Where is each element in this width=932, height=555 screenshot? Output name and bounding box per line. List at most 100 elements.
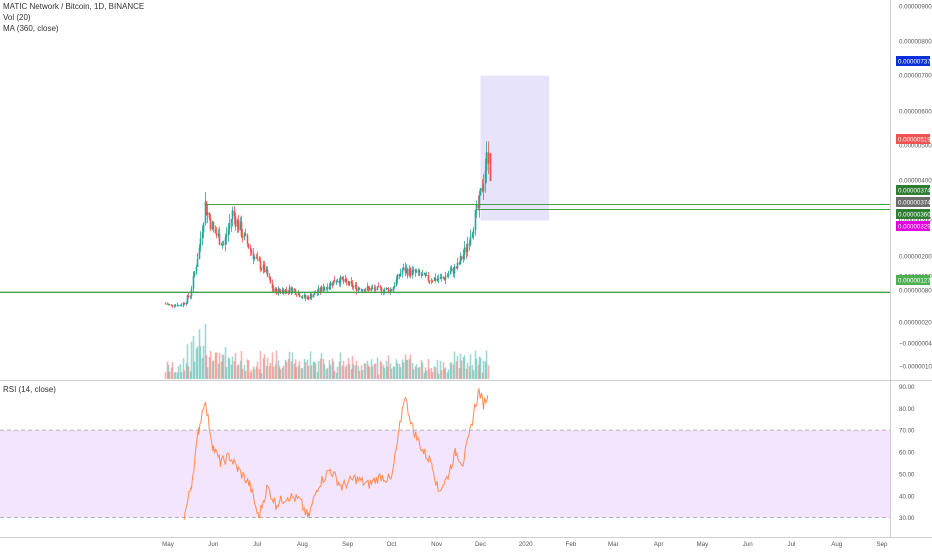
candle-body[interactable] [322, 286, 325, 291]
candle-body[interactable] [319, 288, 322, 292]
candle-body[interactable] [360, 289, 363, 291]
candle-body[interactable] [239, 221, 242, 231]
candle-body[interactable] [336, 280, 339, 282]
candle-body[interactable] [406, 269, 409, 276]
candle-body[interactable] [446, 275, 449, 277]
candle-body[interactable] [265, 269, 268, 273]
candle-body[interactable] [199, 238, 202, 248]
candle-body[interactable] [328, 286, 331, 290]
candle-body[interactable] [341, 276, 344, 280]
candle-body[interactable] [266, 269, 269, 277]
candle-body[interactable] [231, 210, 234, 220]
candle-body[interactable] [393, 285, 396, 288]
candle-body[interactable] [447, 274, 450, 276]
candle-body[interactable] [352, 286, 355, 288]
candle-body[interactable] [317, 288, 320, 293]
candle-body[interactable] [182, 303, 185, 306]
candle-body[interactable] [376, 286, 379, 291]
candle-body[interactable] [209, 217, 212, 230]
candle-body[interactable] [187, 295, 190, 297]
candle-body[interactable] [201, 232, 204, 239]
candle-body[interactable] [252, 252, 255, 259]
candle-body[interactable] [389, 289, 392, 292]
candle-body[interactable] [383, 289, 386, 292]
candle-body[interactable] [281, 289, 284, 293]
candle-body[interactable] [367, 286, 370, 288]
volume-legend[interactable]: Vol (20) [3, 13, 31, 22]
candle-body[interactable] [272, 288, 275, 292]
candle-body[interactable] [332, 280, 335, 286]
candle-body[interactable] [233, 210, 236, 217]
candle-body[interactable] [475, 204, 478, 211]
candle-body[interactable] [339, 276, 342, 284]
candle-body[interactable] [433, 277, 436, 281]
candle-body[interactable] [275, 288, 278, 294]
candle-body[interactable] [412, 269, 415, 271]
candle-body[interactable] [459, 256, 462, 264]
candle-body[interactable] [325, 287, 328, 289]
candle-body[interactable] [338, 280, 341, 284]
candle-body[interactable] [462, 254, 465, 260]
rsi-line[interactable] [183, 387, 489, 520]
candle-body[interactable] [195, 266, 198, 272]
candle-body[interactable] [225, 234, 228, 238]
candle-body[interactable] [237, 219, 240, 231]
candle-body[interactable] [450, 268, 453, 272]
candle-body[interactable] [485, 152, 488, 171]
candle-body[interactable] [212, 221, 215, 229]
candle-body[interactable] [355, 285, 358, 291]
candle-body[interactable] [215, 233, 218, 236]
candle-body[interactable] [255, 256, 258, 258]
candle-body[interactable] [423, 273, 426, 275]
candle-body[interactable] [180, 305, 183, 307]
candle-body[interactable] [449, 271, 452, 275]
candle-body[interactable] [370, 288, 373, 291]
candle-body[interactable] [291, 288, 294, 293]
candle-body[interactable] [228, 223, 231, 230]
candle-body[interactable] [379, 286, 382, 288]
candle-body[interactable] [196, 258, 199, 267]
candle-body[interactable] [263, 264, 266, 273]
candle-body[interactable] [259, 261, 262, 270]
candle-body[interactable] [244, 233, 247, 236]
candle-body[interactable] [258, 258, 261, 262]
candle-body[interactable] [198, 247, 201, 259]
candle-body[interactable] [414, 269, 417, 273]
candle-body[interactable] [374, 288, 377, 291]
candle-body[interactable] [268, 276, 271, 278]
candle-body[interactable] [205, 201, 208, 215]
candle-body[interactable] [262, 264, 265, 270]
candle-body[interactable] [436, 278, 439, 281]
candle-body[interactable] [295, 294, 298, 296]
candle-body[interactable] [309, 294, 312, 300]
candle-body[interactable] [380, 287, 383, 293]
symbol-legend[interactable]: MATIC Network / Bitcoin, 1D, BINANCE [3, 2, 145, 11]
candle-body[interactable] [221, 243, 224, 246]
candle-body[interactable] [345, 278, 348, 282]
candle-body[interactable] [218, 233, 221, 245]
candle-body[interactable] [250, 249, 253, 253]
candle-body[interactable] [408, 268, 411, 276]
candle-body[interactable] [361, 289, 364, 291]
candle-body[interactable] [392, 287, 395, 291]
candle-body[interactable] [306, 296, 309, 299]
candle-body[interactable] [277, 288, 280, 294]
candle-body[interactable] [222, 243, 225, 245]
candle-body[interactable] [166, 303, 169, 305]
candle-body[interactable] [214, 228, 217, 234]
candle-body[interactable] [443, 278, 446, 280]
candle-body[interactable] [409, 268, 412, 276]
candle-body[interactable] [297, 293, 300, 296]
candle-body[interactable] [424, 273, 427, 276]
candle-body[interactable] [186, 295, 189, 303]
candle-body[interactable] [320, 286, 323, 292]
candle-body[interactable] [177, 305, 180, 307]
candle-body[interactable] [417, 270, 420, 272]
candle-body[interactable] [399, 273, 402, 277]
candle-body[interactable] [452, 268, 455, 274]
candle-body[interactable] [386, 287, 389, 289]
candle-body[interactable] [440, 277, 443, 278]
candle-body[interactable] [354, 285, 357, 287]
candle-body[interactable] [193, 271, 196, 276]
